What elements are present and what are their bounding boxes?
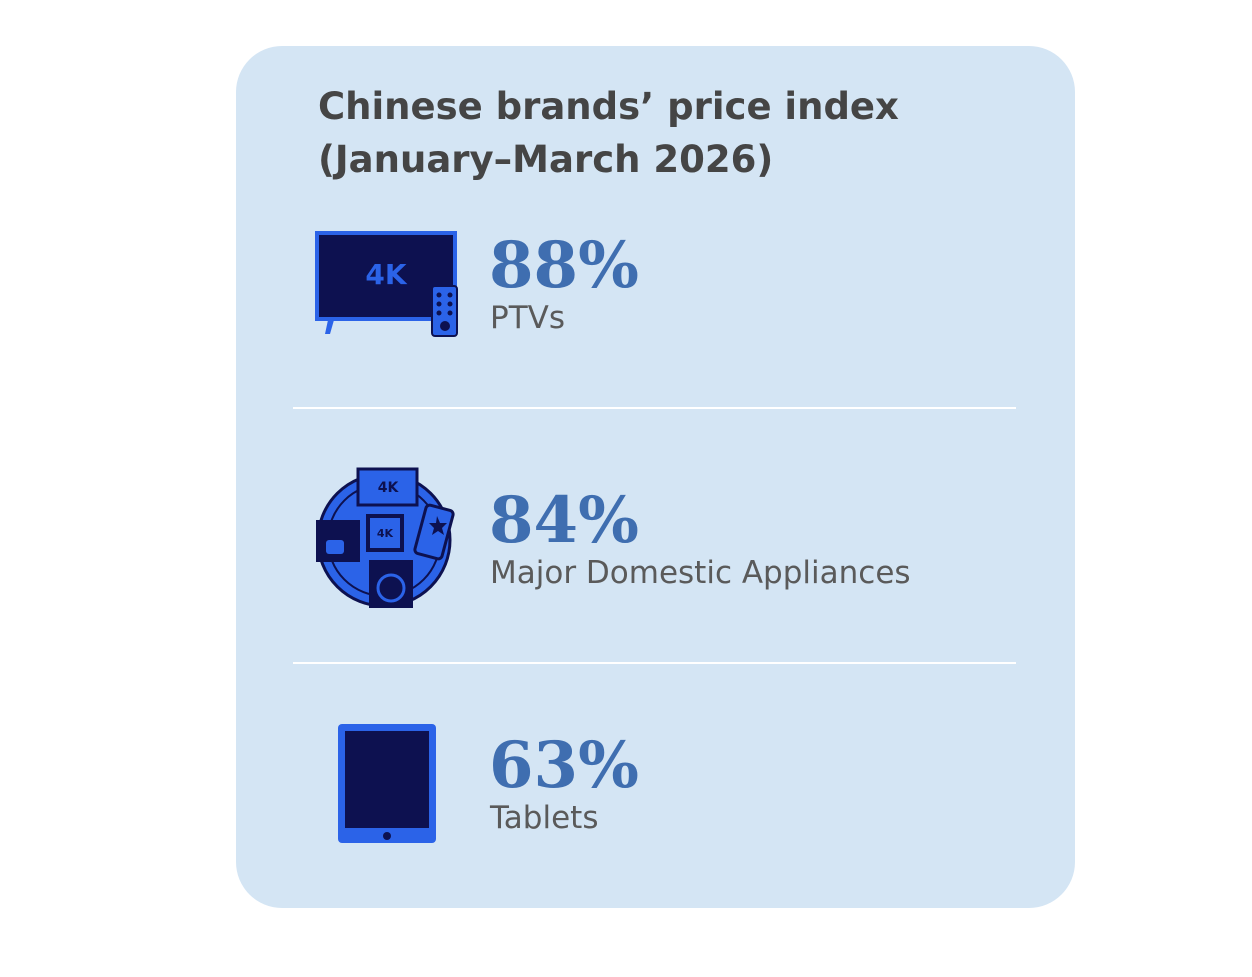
tablet-icon	[338, 724, 436, 843]
tablet-screen	[345, 731, 429, 828]
title-line: (January–March 2026)	[318, 138, 773, 181]
stat-label: Major Domestic Appliances	[490, 555, 911, 591]
tablet-button	[383, 832, 391, 840]
tv-leg	[325, 320, 334, 334]
remote-button	[440, 321, 450, 331]
mini-tv	[356, 467, 419, 507]
remote-button	[447, 310, 453, 316]
remote-button	[436, 310, 442, 316]
icon-text: 4K	[365, 258, 407, 291]
icon-text: 4K	[377, 527, 394, 540]
stat-value: 88%	[489, 228, 639, 303]
icon-text: 4K	[378, 480, 400, 496]
stat-label: Tablets	[489, 800, 598, 836]
remote	[431, 285, 458, 337]
stat-value: 63%	[489, 728, 639, 803]
remote-button	[447, 292, 453, 298]
chip	[366, 514, 404, 552]
appliances-icon: 4K 4K	[316, 467, 455, 608]
washer-door	[376, 573, 406, 603]
remote-button	[436, 292, 442, 298]
star	[429, 516, 447, 535]
tv-icon: 4K	[315, 231, 458, 337]
stat-label: PTVs	[490, 300, 565, 336]
remote-button	[436, 301, 442, 307]
remote-button	[447, 301, 453, 307]
stat-value: 84%	[489, 483, 639, 558]
cup	[326, 540, 344, 554]
title-line: Chinese brands’ price index	[318, 85, 899, 128]
